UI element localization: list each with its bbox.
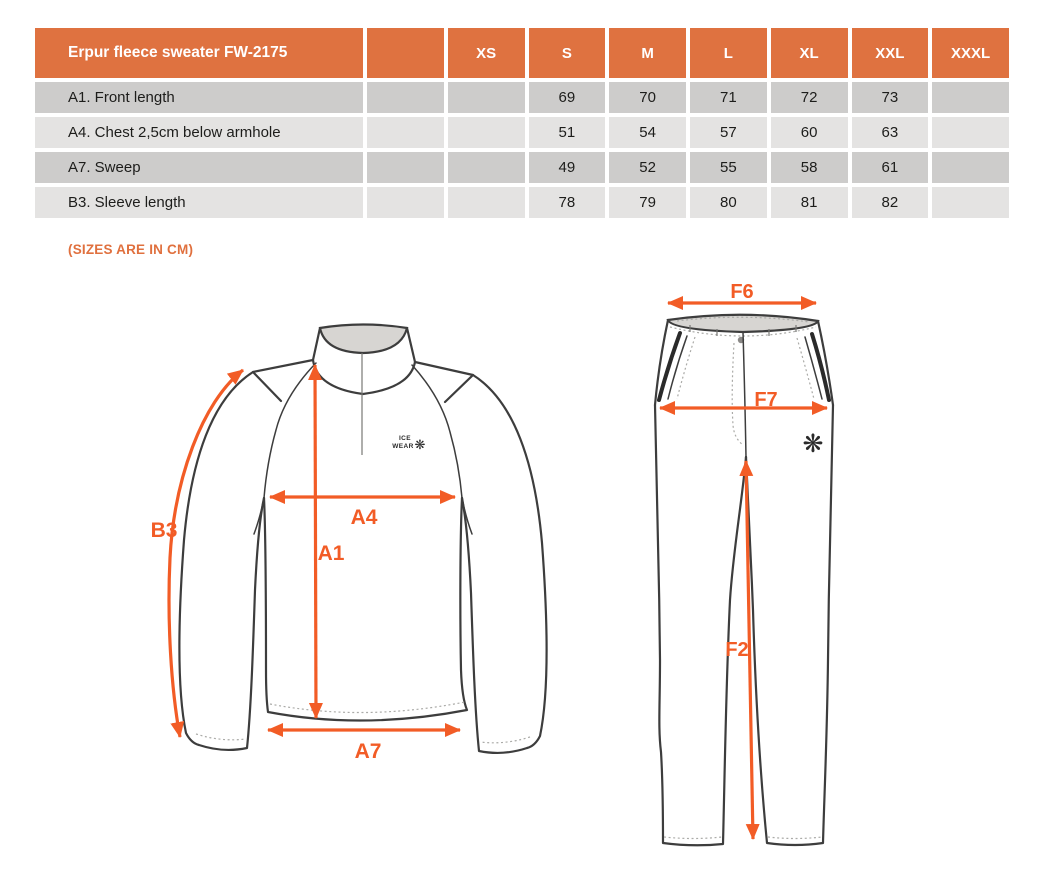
left-pocket-inner [667,335,688,400]
size-value-cell [932,152,1009,183]
size-value-cell [367,117,444,148]
size-value-cell: 70 [609,82,686,113]
right-cuff-stitch [479,736,531,744]
size-value-cell [932,117,1009,148]
snowflake-icon: ❋ [415,438,426,453]
size-value-cell: 49 [528,152,606,183]
size-value-cell [932,187,1009,218]
f7-label: F7 [754,389,777,411]
left-cuff-stitch [195,733,247,741]
size-col-header-blank [367,28,444,78]
right-leg [744,403,835,847]
size-value-cell: 80 [690,187,767,218]
size-value-cell [367,152,444,183]
left-shoulder [251,358,315,403]
f2-arrow [739,460,760,840]
size-value-cell: 54 [609,117,686,148]
right-sleeve [460,373,548,755]
size-value-cell: 71 [690,82,767,113]
size-table: Erpur fleece sweater FW-2175 XS S M L XL… [35,28,1009,218]
size-value-cell: 58 [770,152,848,183]
right-pocket-stitch [796,337,815,400]
center-seam [742,331,747,458]
a1-arrow [308,364,323,719]
size-value-cell: 60 [770,117,848,148]
row-label: A7. Sweep [35,152,363,183]
size-col-header-xxl: XXL [851,28,929,78]
right-raglan-seam [411,364,463,499]
f6-label: F6 [730,281,753,303]
size-value-cell [367,187,444,218]
icewear-logo: ICE WEAR ❋ [392,435,425,453]
left-pocket-stitch [676,336,696,400]
pants-measure-arrows: F6 F7 F2 [659,281,828,840]
b3-arrow [167,368,244,738]
size-value-cell [932,82,1009,113]
size-value-cell: 55 [690,152,767,183]
snowflake-icon: ❋ [803,429,824,458]
waist-stitch [676,316,810,323]
size-col-header-m: M [609,28,686,78]
size-value-cell: 78 [528,187,606,218]
size-value-cell: 73 [851,82,929,113]
size-col-header-l: L [690,28,767,78]
size-value-cell: 82 [851,187,929,218]
size-value-cell [367,82,444,113]
hem-stitch [269,701,466,714]
size-value-cell: 57 [690,117,767,148]
size-value-cell: 69 [528,82,606,113]
size-value-cell: 79 [609,187,686,218]
row-label: A4. Chest 2,5cm below armhole [35,117,363,148]
left-sleeve [178,370,266,752]
sweater-measure-arrows: B3 A1 A4 A7 [151,364,461,763]
a1-label: A1 [318,542,345,565]
left-leg [653,403,748,847]
waist-opening [666,313,820,334]
hips [653,318,835,407]
size-col-header-xs: XS [447,28,525,78]
sweater-outline [178,323,548,755]
b3-label: B3 [151,519,178,542]
size-value-cell: 63 [851,117,929,148]
pants-diagram: ❋ F6 F7 F2 [653,281,835,847]
units-note: (SIZES ARE IN CM) [68,242,194,257]
size-value-cell: 72 [770,82,848,113]
left-pocket-line [657,331,682,402]
size-value-cell: 81 [770,187,848,218]
size-value-cell [447,187,525,218]
sweater-diagram: ICE WEAR ❋ B3 A1 A4 A7 [151,323,548,763]
size-value-cell: 61 [851,152,929,183]
size-value-cell: 51 [528,117,606,148]
right-shoulder [413,360,475,404]
a7-label: A7 [355,740,382,763]
body-sides-hem [262,496,469,722]
pants-outline: ❋ [653,313,835,847]
size-value-cell: 52 [609,152,686,183]
belt-loops [689,325,797,336]
size-col-header-s: S [528,28,606,78]
size-value-cell [447,152,525,183]
f2-label: F2 [725,639,748,661]
row-label: A1. Front length [35,82,363,113]
right-hem-stitch [767,836,823,840]
fly-stitch [731,342,744,446]
row-label: B3. Sleeve length [35,187,363,218]
size-value-cell [447,82,525,113]
size-col-header-xxxl: XXXL [932,28,1009,78]
table-title-cell: Erpur fleece sweater FW-2175 [35,28,363,78]
size-col-header-xl: XL [770,28,848,78]
left-raglan-seam [263,362,317,499]
collar-opening [318,323,409,355]
right-pocket-line [810,332,831,402]
logo-line2: WEAR [392,443,413,450]
left-hem-stitch [663,836,723,840]
size-value-cell [447,117,525,148]
logo-line1: ICE [399,435,411,442]
right-pocket-inner [804,336,823,400]
a4-label: A4 [351,506,378,529]
